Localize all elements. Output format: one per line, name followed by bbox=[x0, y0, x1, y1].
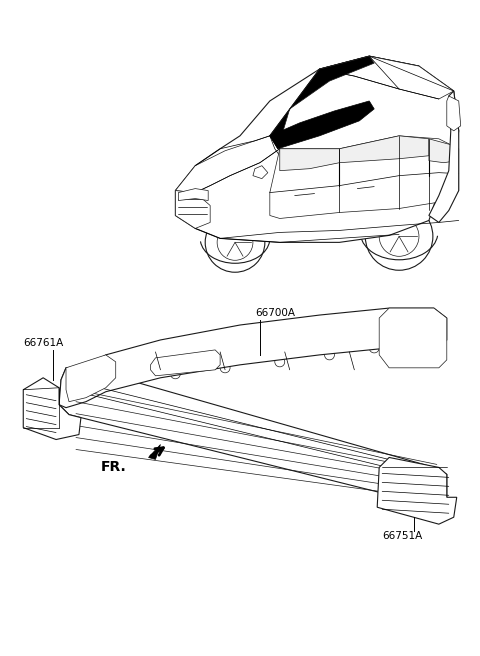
Text: 66700A: 66700A bbox=[255, 308, 295, 318]
Polygon shape bbox=[379, 308, 447, 368]
Text: FR.: FR. bbox=[101, 461, 127, 474]
Polygon shape bbox=[151, 350, 220, 376]
Polygon shape bbox=[280, 149, 339, 171]
Polygon shape bbox=[175, 56, 459, 242]
Polygon shape bbox=[429, 91, 459, 222]
Polygon shape bbox=[339, 136, 429, 163]
Polygon shape bbox=[270, 56, 374, 149]
Polygon shape bbox=[59, 368, 447, 507]
Polygon shape bbox=[320, 56, 454, 99]
Polygon shape bbox=[59, 308, 447, 407]
Polygon shape bbox=[270, 101, 374, 149]
Polygon shape bbox=[447, 96, 461, 131]
Polygon shape bbox=[175, 191, 210, 228]
Polygon shape bbox=[429, 139, 457, 163]
Text: 66761A: 66761A bbox=[23, 338, 63, 348]
Polygon shape bbox=[179, 188, 208, 201]
Polygon shape bbox=[253, 166, 268, 178]
Text: 66751A: 66751A bbox=[382, 531, 422, 541]
Polygon shape bbox=[23, 378, 81, 440]
Polygon shape bbox=[66, 355, 116, 401]
Polygon shape bbox=[377, 457, 457, 524]
Polygon shape bbox=[175, 136, 280, 193]
Polygon shape bbox=[270, 136, 459, 218]
Polygon shape bbox=[148, 445, 160, 459]
